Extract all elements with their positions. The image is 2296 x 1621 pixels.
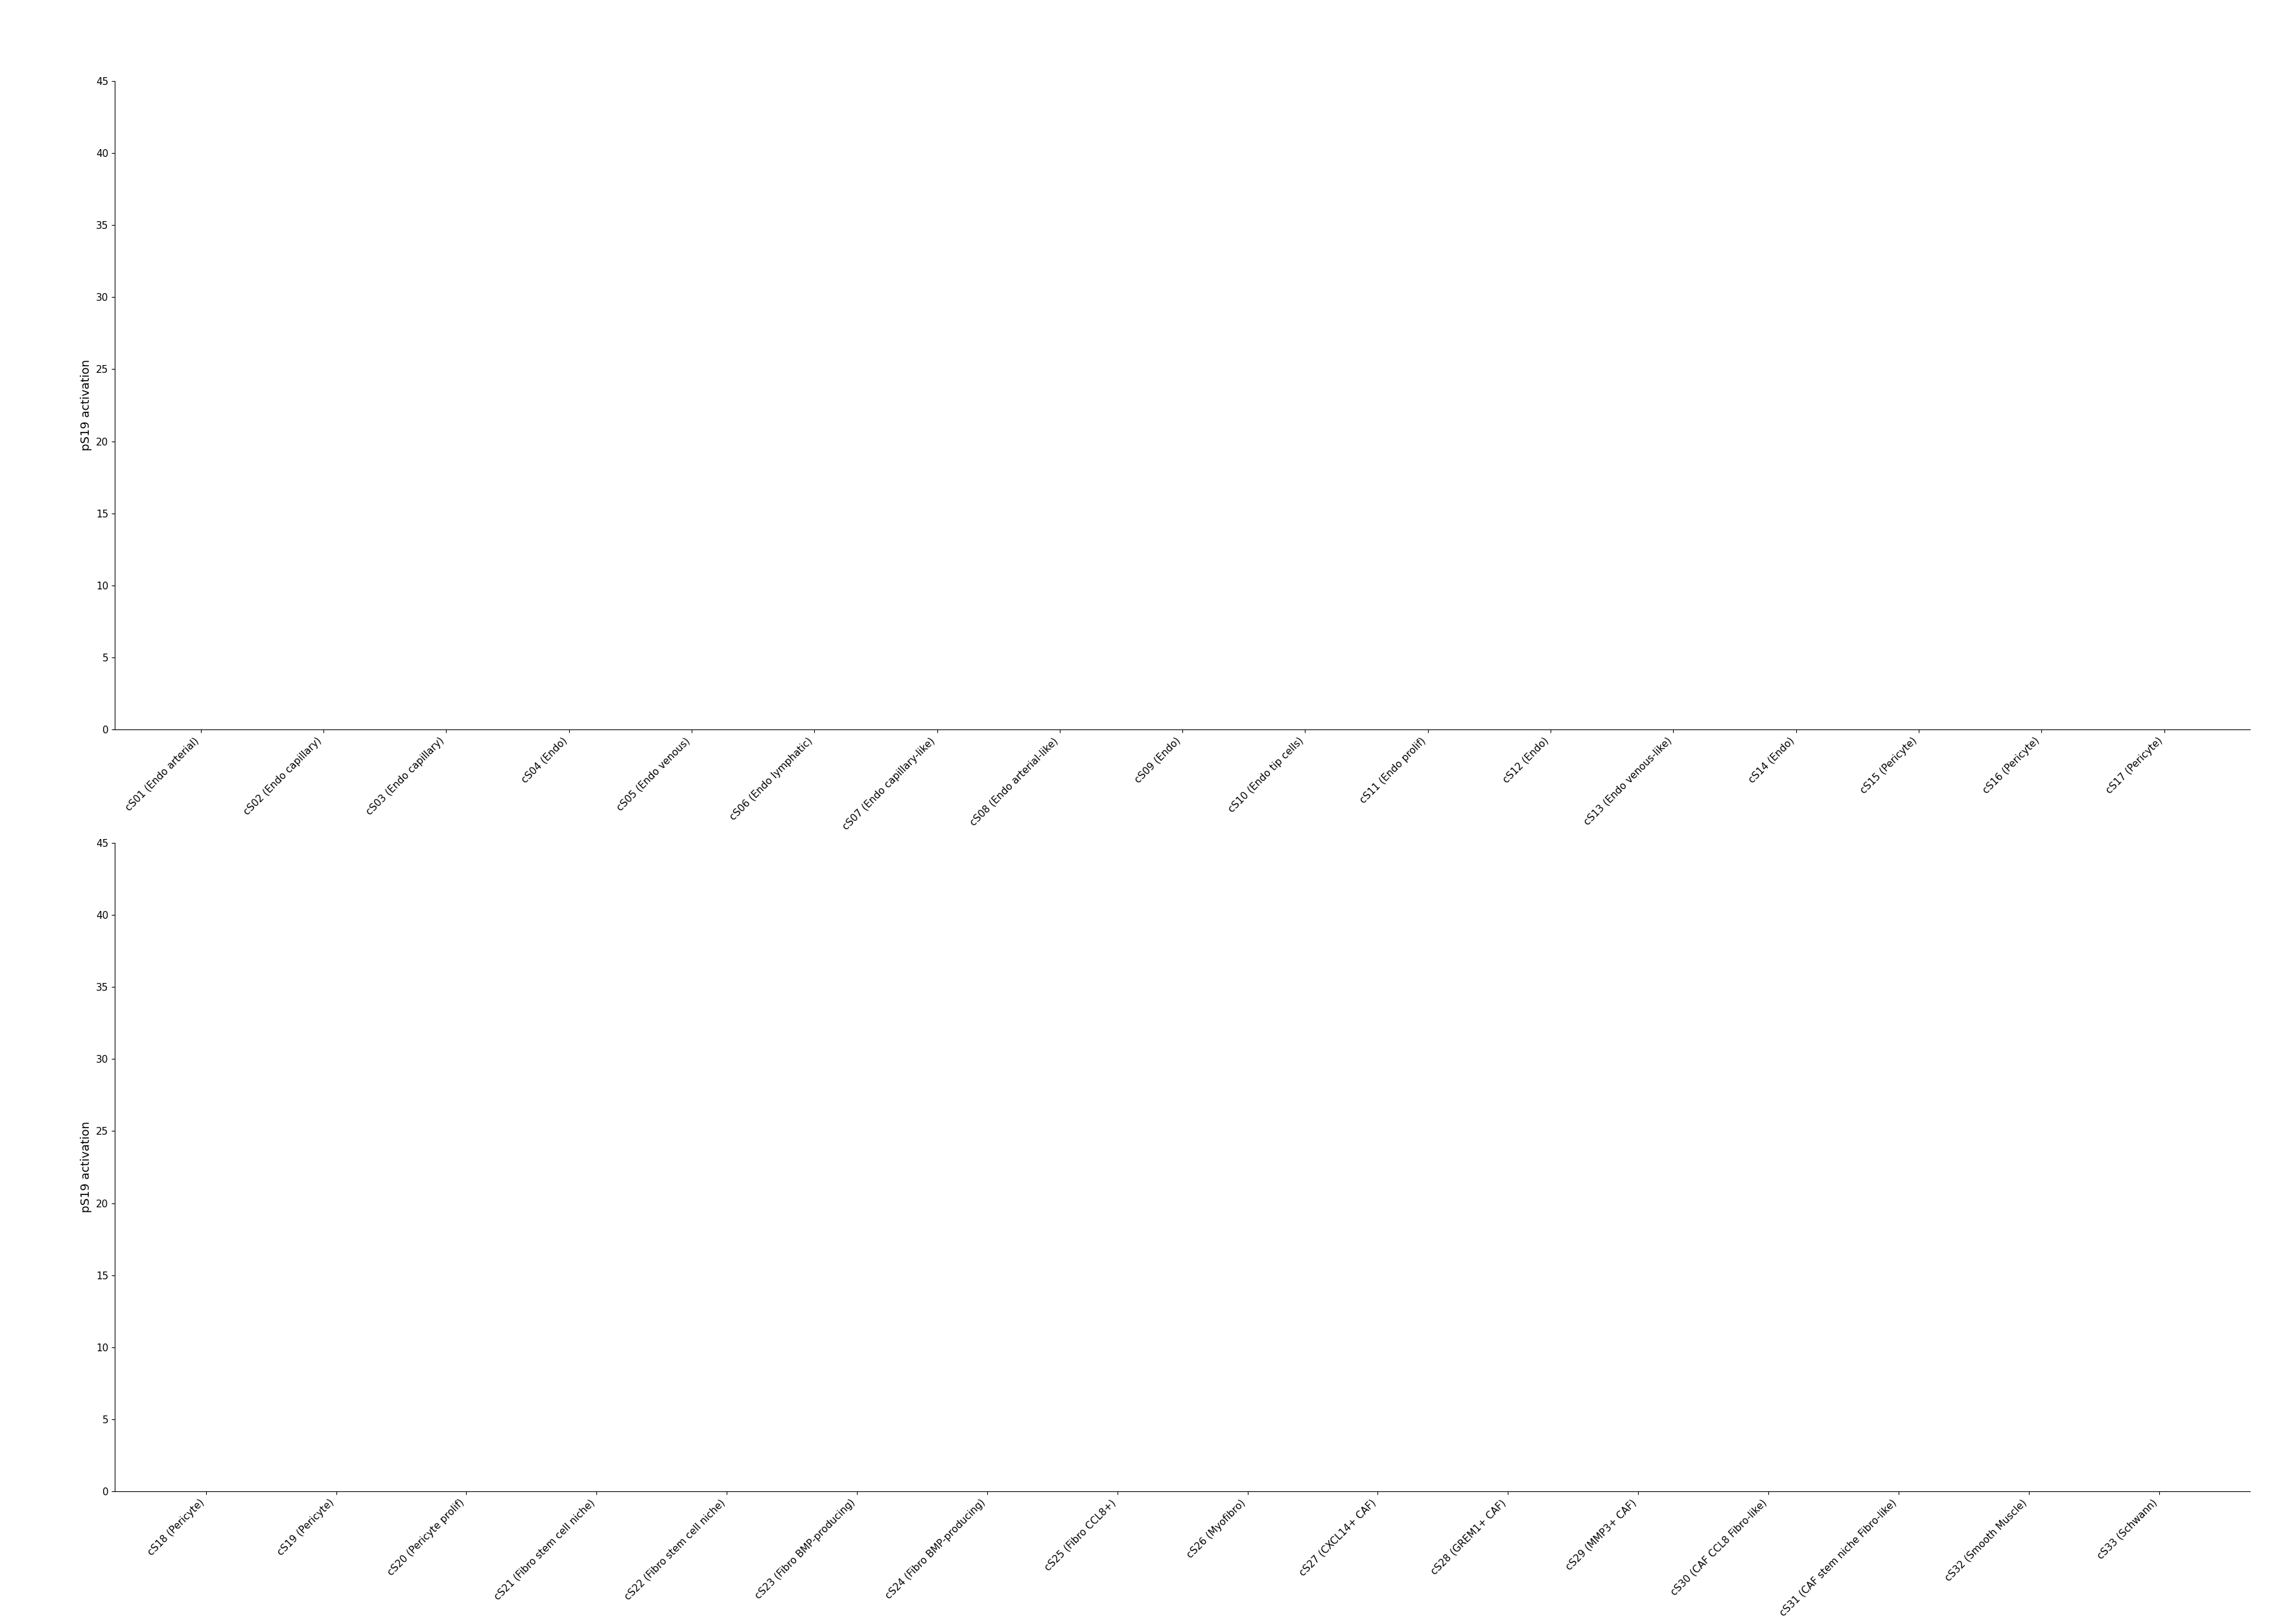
Y-axis label: pS19 activation: pS19 activation <box>80 1122 92 1213</box>
Y-axis label: pS19 activation: pS19 activation <box>80 360 92 451</box>
